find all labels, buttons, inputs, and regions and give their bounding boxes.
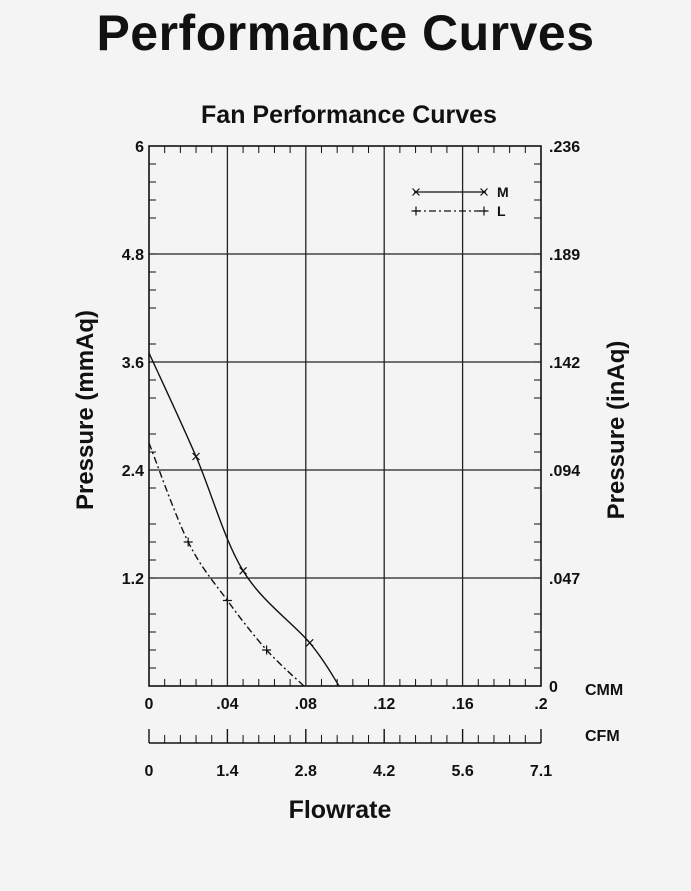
series-point [480,188,488,196]
y-left-tick-label: 2.4 [122,463,144,480]
y-right-tick-label: .236 [549,139,580,156]
page-title: Performance Curves [96,5,595,61]
cfm-tick-label: 5.6 [451,763,473,780]
x-tick-label: 0 [145,696,154,713]
y-right-tick-label: .094 [549,463,580,480]
plot-frame [148,145,542,687]
cfm-tick-label: 0 [145,763,154,780]
x-tick-label: .04 [216,696,238,713]
cfm-tick-label: 2.8 [295,763,317,780]
y-left-tick-label: 6 [135,139,144,156]
series-point [192,452,200,461]
x-tick-label: .16 [451,696,473,713]
y-right-tick-label: .189 [549,247,580,264]
x-tick-label: .12 [373,696,395,713]
series-point [305,638,314,647]
series-m [148,352,340,687]
y-left-tick-label: 1.2 [122,571,144,588]
series-point [239,566,248,575]
series-l [148,442,305,687]
series-point [411,206,421,216]
x-tick-label: .08 [295,696,317,713]
legend-label-l: L [497,203,506,219]
series-point [222,596,232,605]
cfm-tick-label: 4.2 [373,763,395,780]
x-unit-secondary: CFM [585,728,620,745]
legend-label-m: M [497,184,509,200]
series-line-m [148,352,340,687]
y-left-tick-label: 3.6 [122,355,144,372]
y-axis-right-label: Pressure (inAq) [603,341,630,520]
x-unit-primary: CMM [585,682,623,699]
series-point [479,206,489,216]
series-point [183,537,193,547]
x-tick-label: .2 [534,696,547,713]
series-point [412,188,420,196]
y-right-tick-label: .047 [549,571,580,588]
series-point [262,645,272,655]
y-left-tick-label: 4.8 [122,247,144,264]
y-right-tick-label: .142 [549,355,580,372]
x-axis-label: Flowrate [289,796,392,824]
series-line-l [148,442,305,687]
y-right-tick-label: 0 [549,679,558,696]
cfm-tick-label: 1.4 [216,763,238,780]
chart-title: Fan Performance Curves [201,101,497,129]
y-axis-left-label: Pressure (mmAq) [72,310,99,510]
cfm-tick-label: 7.1 [530,763,552,780]
